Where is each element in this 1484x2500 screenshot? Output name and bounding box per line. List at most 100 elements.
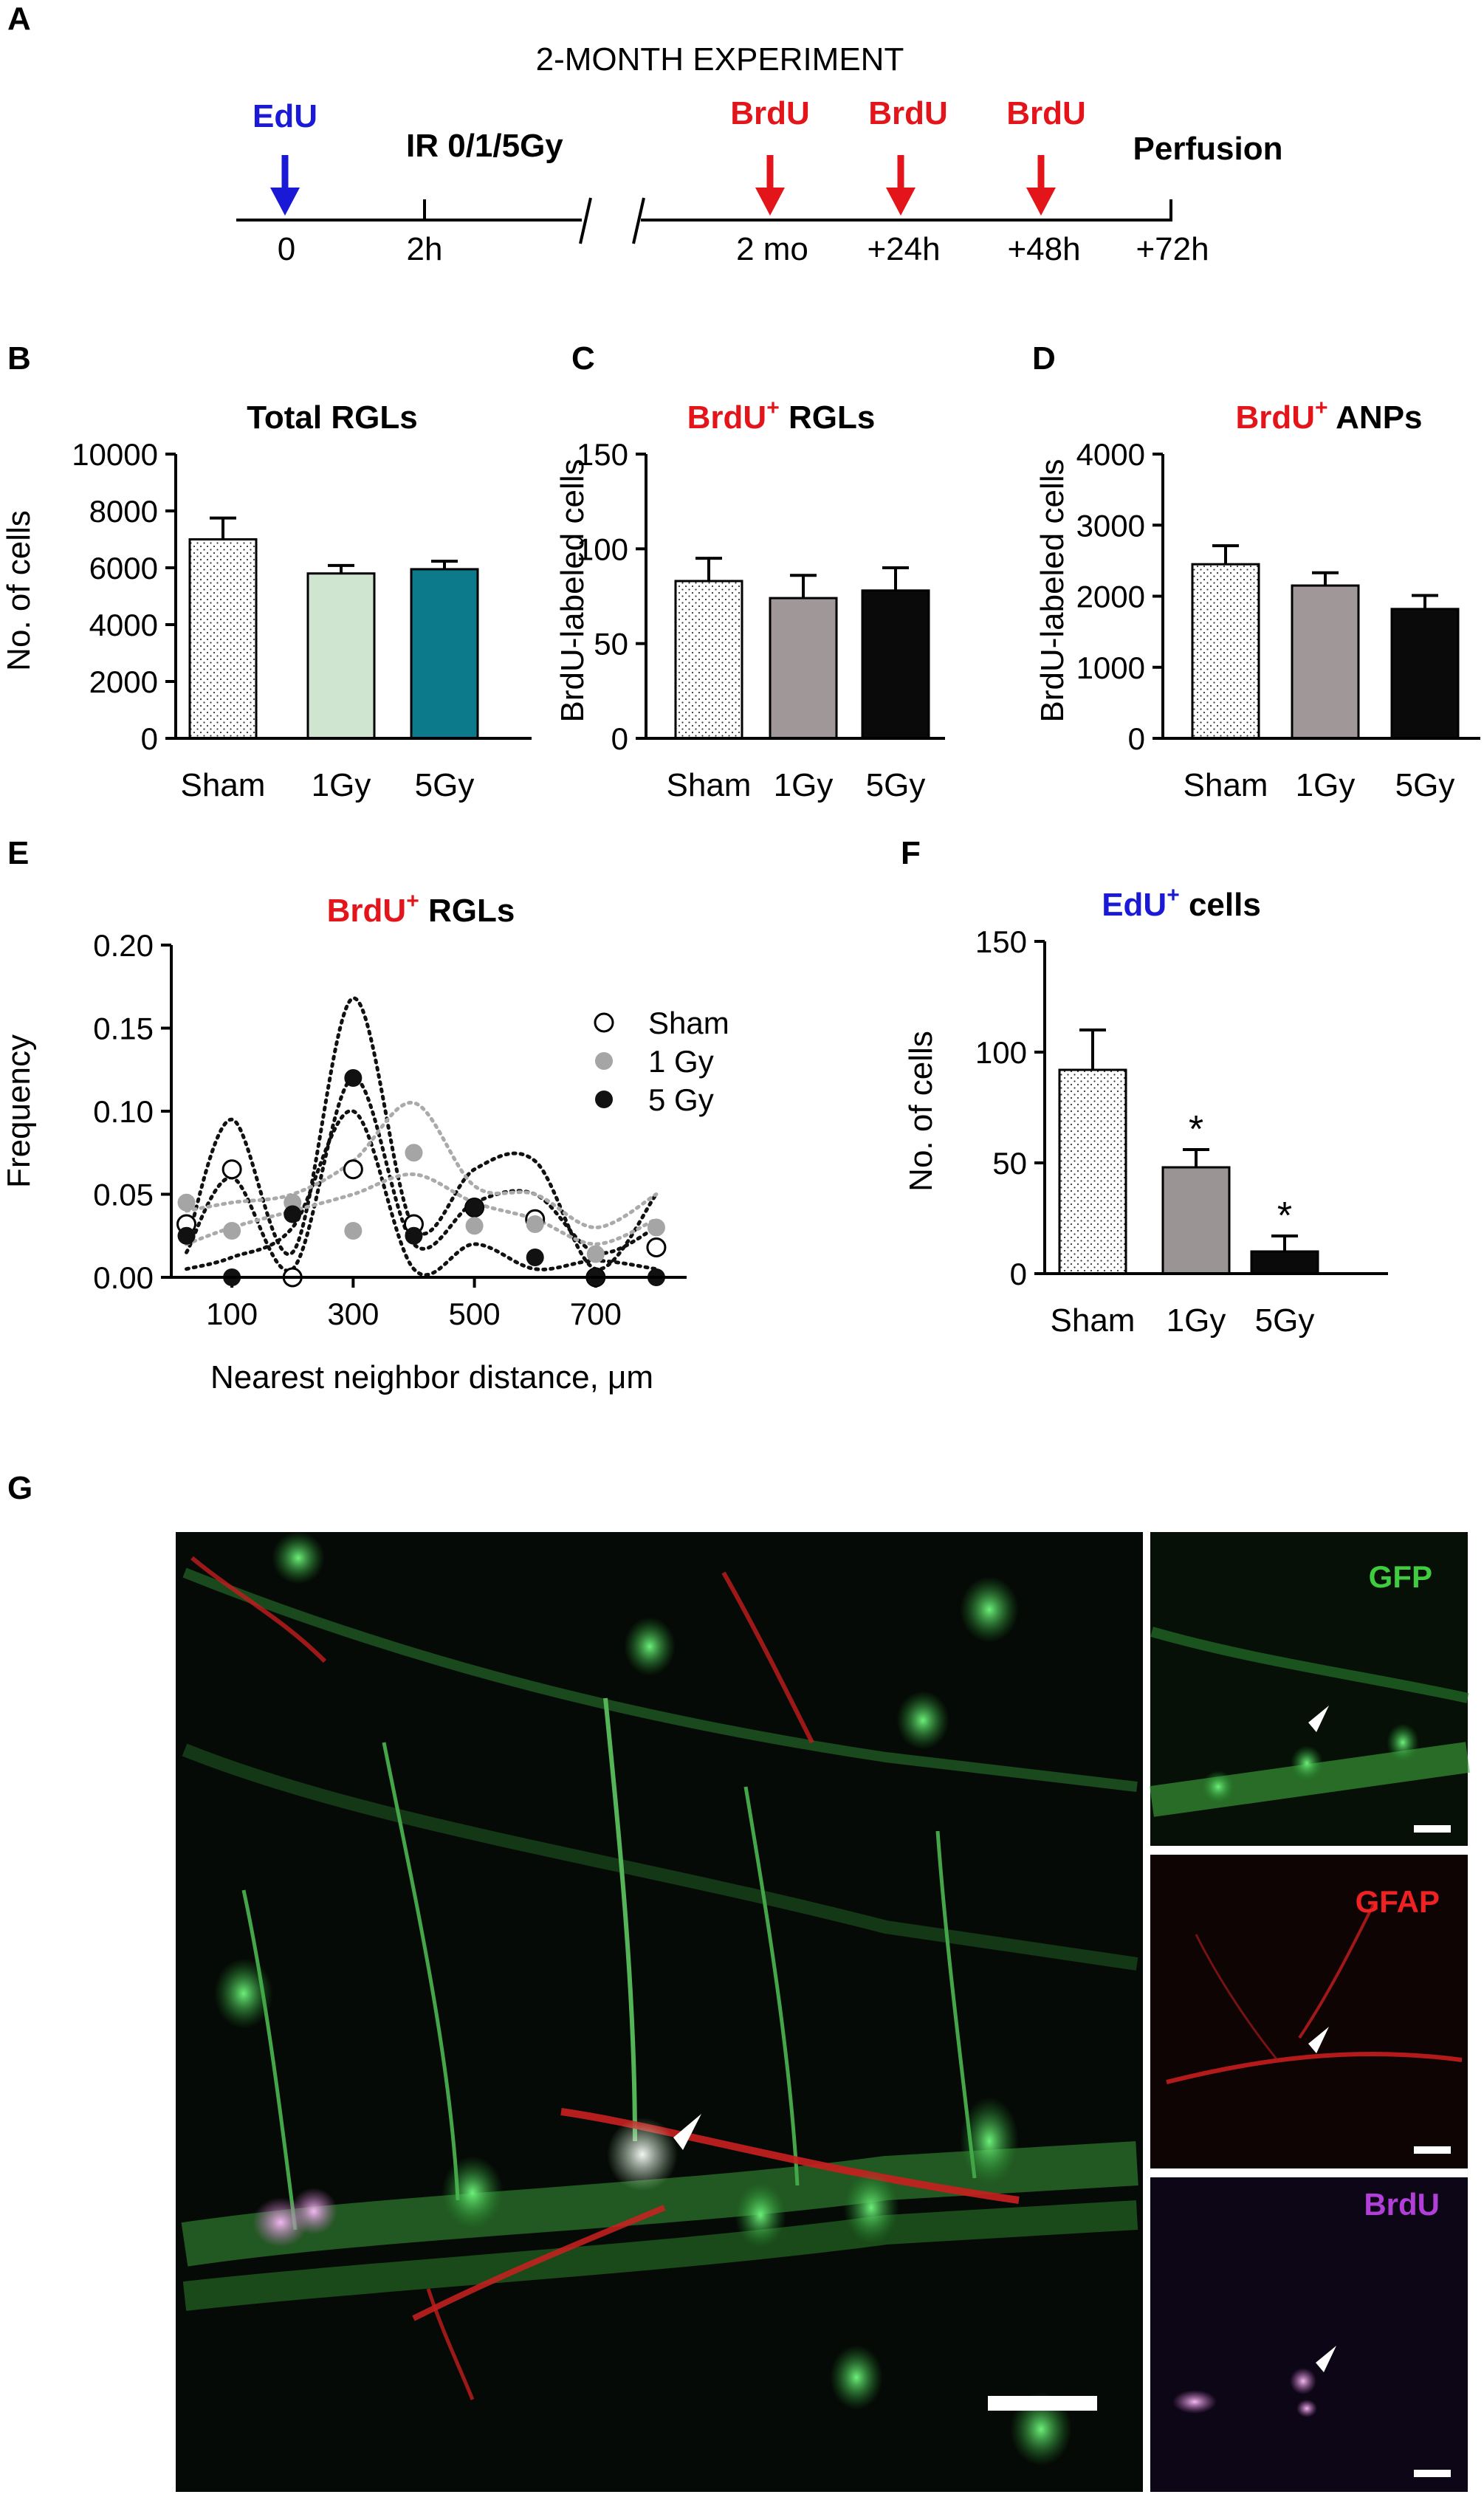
- chart-title: Total RGLs: [247, 399, 417, 436]
- chart-brdu-anps: BrdU+ ANPs BrdU-labeled cells 0 1000 2000 3…: [1034, 396, 1480, 803]
- y-tick-label: 0.15: [93, 1012, 154, 1046]
- y-tick-label: 4000: [89, 608, 158, 642]
- category-label-1gy: 1Gy: [1167, 1302, 1226, 1339]
- bars: [188, 516, 479, 740]
- y-tick-label: 50: [594, 627, 628, 662]
- y-tick-label: 4000: [1076, 437, 1145, 472]
- y-tick-label: 8000: [89, 494, 158, 529]
- category-label-sham: Sham: [1051, 1302, 1136, 1339]
- point-1-gy: [586, 1245, 605, 1263]
- point-sham: [343, 1159, 363, 1180]
- scale-bar: [1414, 1825, 1451, 1833]
- x-tick-label: 700: [570, 1297, 622, 1331]
- y-tick-label: 0: [1010, 1257, 1027, 1291]
- bar-sham: [674, 580, 743, 740]
- title-rest: RGLs: [780, 399, 876, 436]
- perfusion-label: Perfusion: [1133, 131, 1283, 167]
- bar-1gy: [769, 597, 838, 740]
- timeline-title: 2-MONTH EXPERIMENT: [536, 41, 904, 78]
- panel-label-b: B: [7, 340, 31, 377]
- timeline-panel: 2-MONTH EXPERIMENT EdU IR 0/1/5Gy BrdU B…: [236, 41, 1282, 267]
- legend-marker-1gy: [595, 1052, 613, 1070]
- bar-5gy: [1390, 608, 1460, 740]
- y-ticks: 0 2000 4000 6000 8000 10000: [72, 437, 176, 756]
- brdu-label-1: BrdU: [730, 95, 810, 131]
- title-rest: cells: [1180, 887, 1261, 923]
- y-tick-label: 0.00: [93, 1260, 154, 1295]
- point-1-gy: [647, 1218, 665, 1237]
- brdu-arrow-1: [755, 155, 785, 216]
- bars: [674, 557, 930, 740]
- category-label-5gy: 5Gy: [1255, 1302, 1315, 1339]
- tick-label-72h: +72h: [1136, 231, 1209, 267]
- trend-curve-0: [185, 996, 659, 1271]
- brdu-arrow-3: [1026, 155, 1056, 216]
- point-5-gy: [284, 1205, 302, 1223]
- x-axis-label: Nearest neighbor distance, μm: [210, 1359, 653, 1395]
- chart-title: BrdU+ RGLs: [687, 396, 876, 436]
- timeline-break-2: [632, 197, 645, 244]
- chart-title: BrdU+ RGLs: [327, 889, 515, 929]
- side-label-gfap: GFAP: [1356, 1884, 1440, 1919]
- y-ticks: 0 50 100 150: [975, 924, 1045, 1291]
- edu-arrow: [270, 155, 300, 216]
- title-superscript: +: [766, 396, 780, 420]
- tick-label-0: 0: [278, 231, 295, 267]
- legend: Sham 1 Gy 5 Gy: [594, 1006, 729, 1117]
- micrograph-gfp: GFP: [1150, 1532, 1471, 1846]
- bar-1gy: [1291, 584, 1360, 740]
- point-5-gy: [465, 1198, 484, 1217]
- category-label-1gy: 1Gy: [312, 767, 371, 803]
- y-tick-label: 0.20: [93, 928, 154, 963]
- x-ticks: 100 300 500 700: [206, 1277, 622, 1331]
- point-1-gy: [344, 1222, 363, 1240]
- bar-5gy: [861, 589, 930, 740]
- title-superscript: +: [1167, 883, 1180, 907]
- point-1-gy: [526, 1215, 544, 1233]
- category-label-sham: Sham: [181, 767, 266, 803]
- tick-label-24h: +24h: [867, 231, 940, 267]
- scale-bar: [988, 2396, 1097, 2411]
- y-tick-label: 0.05: [93, 1178, 154, 1212]
- brdu-arrow-2: [886, 155, 916, 216]
- ir-label: IR 0/1/5Gy: [406, 128, 563, 164]
- significance-marker: *: [1189, 1108, 1203, 1151]
- y-axis-label: BrdU-labeled cells: [1034, 459, 1071, 722]
- title-superscript: +: [406, 889, 419, 913]
- point-5-gy: [405, 1226, 423, 1245]
- panel-label-e: E: [7, 835, 29, 871]
- y-tick-label: 2000: [1076, 580, 1145, 614]
- point-sham: [646, 1237, 667, 1257]
- panel-label-f: F: [901, 835, 921, 871]
- y-ticks: 0 50 100 150: [577, 437, 646, 756]
- bars: [1191, 544, 1460, 740]
- category-label-1gy: 1Gy: [774, 767, 834, 803]
- category-labels: Sham 1Gy 5Gy: [1051, 1302, 1315, 1339]
- point-5-gy: [344, 1069, 363, 1087]
- legend-marker-sham: [594, 1012, 614, 1033]
- category-label-5gy: 5Gy: [1395, 767, 1455, 803]
- point-5-gy: [526, 1249, 544, 1266]
- arrowhead-marker: [673, 2114, 701, 2150]
- bar-5gy: [410, 568, 479, 740]
- side-label-gfp: GFP: [1369, 1559, 1432, 1594]
- trend-curve-2: [185, 1109, 659, 1277]
- micrograph-main: [176, 1531, 1143, 2492]
- bar-5gy: [1250, 1250, 1319, 1275]
- title-marker: BrdU: [1235, 399, 1315, 436]
- side-label-brdu: BrdU: [1364, 2187, 1440, 2222]
- arrowhead-marker: [1308, 1706, 1329, 1732]
- y-tick-label: 2000: [89, 665, 158, 699]
- legend-label-1gy: 1 Gy: [648, 1044, 714, 1079]
- chart-title: BrdU+ ANPs: [1235, 396, 1422, 436]
- trend-curves: [185, 996, 659, 1277]
- micrograph-gfap: GFAP: [1150, 1855, 1468, 2168]
- title-rest: ANPs: [1328, 399, 1423, 436]
- category-labels: Sham 1Gy 5Gy: [1184, 767, 1455, 803]
- point-1-gy: [405, 1144, 423, 1162]
- category-label-sham: Sham: [1184, 767, 1268, 803]
- legend-label-5gy: 5 Gy: [648, 1082, 714, 1117]
- x-tick-label: 500: [449, 1297, 501, 1331]
